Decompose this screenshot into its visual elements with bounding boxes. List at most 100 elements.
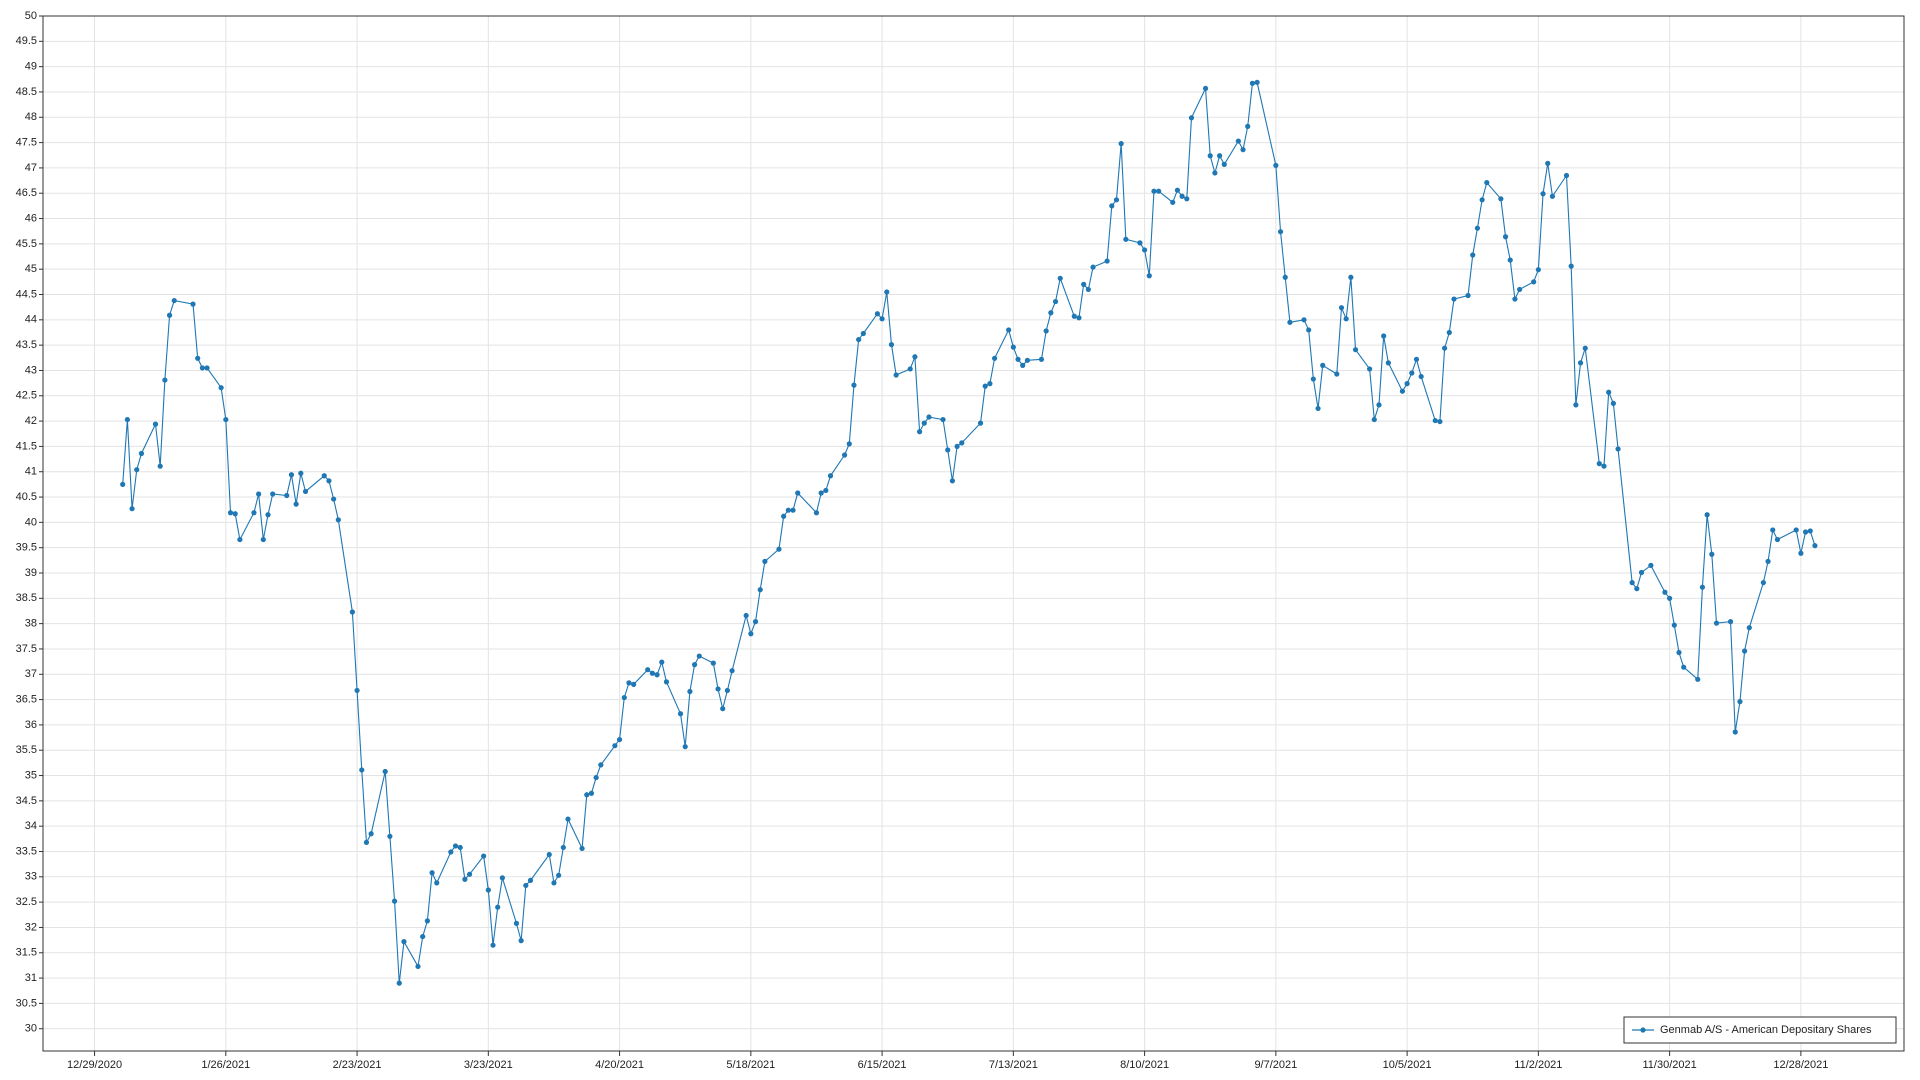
data-point bbox=[1765, 558, 1771, 564]
data-point bbox=[1352, 347, 1359, 353]
data-point bbox=[396, 980, 402, 986]
data-point bbox=[462, 876, 468, 882]
data-point bbox=[1006, 327, 1012, 333]
y-tick-label: 33.5 bbox=[16, 845, 37, 857]
data-point bbox=[1057, 275, 1063, 281]
data-point bbox=[1348, 274, 1354, 280]
data-point bbox=[621, 694, 627, 701]
data-point bbox=[157, 463, 163, 469]
data-point bbox=[124, 416, 130, 423]
data-point bbox=[1245, 123, 1251, 129]
data-point bbox=[527, 877, 534, 883]
data-point bbox=[1732, 729, 1738, 735]
data-point bbox=[781, 513, 787, 519]
data-point bbox=[1774, 536, 1781, 543]
data-point bbox=[1273, 162, 1279, 168]
data-point bbox=[663, 679, 670, 685]
data-point bbox=[926, 414, 932, 420]
data-point bbox=[818, 490, 824, 496]
x-tick-label: 7/13/2021 bbox=[989, 1059, 1038, 1071]
data-point bbox=[1540, 191, 1546, 197]
data-point bbox=[1479, 197, 1485, 203]
data-point bbox=[1568, 263, 1574, 269]
data-point bbox=[546, 851, 552, 858]
data-point bbox=[1020, 362, 1026, 368]
data-point bbox=[888, 342, 895, 348]
x-tick-label: 10/5/2021 bbox=[1383, 1059, 1432, 1071]
y-tick-label: 43.5 bbox=[16, 339, 37, 351]
y-tick-label: 49.5 bbox=[16, 35, 37, 47]
data-point bbox=[556, 872, 562, 878]
data-point bbox=[270, 491, 276, 497]
data-point bbox=[1015, 356, 1021, 362]
data-point bbox=[1713, 620, 1720, 626]
data-point bbox=[743, 612, 749, 619]
data-point bbox=[1634, 586, 1640, 592]
data-point bbox=[1371, 416, 1377, 423]
data-point bbox=[790, 507, 796, 513]
data-point bbox=[1123, 236, 1129, 242]
x-tick-label: 2/23/2021 bbox=[333, 1059, 382, 1071]
data-point bbox=[1507, 257, 1513, 263]
data-point bbox=[260, 536, 266, 543]
y-tick-label: 38.5 bbox=[16, 592, 37, 604]
data-point bbox=[954, 443, 960, 450]
data-point bbox=[120, 481, 126, 487]
data-point bbox=[1671, 622, 1677, 628]
y-tick-label: 34.5 bbox=[16, 795, 37, 807]
y-tick-label: 48 bbox=[25, 111, 37, 123]
data-point bbox=[1760, 580, 1766, 586]
data-point bbox=[584, 792, 590, 798]
data-point bbox=[448, 849, 454, 855]
data-point bbox=[1531, 279, 1537, 285]
data-point bbox=[1807, 528, 1813, 534]
y-tick-label: 50 bbox=[25, 10, 37, 22]
data-point bbox=[218, 385, 224, 391]
data-point bbox=[1695, 676, 1701, 682]
data-point bbox=[349, 609, 355, 615]
data-point bbox=[129, 506, 135, 512]
data-point bbox=[382, 768, 388, 775]
data-point bbox=[1376, 402, 1382, 408]
data-point bbox=[1310, 376, 1316, 382]
data-point bbox=[949, 478, 956, 484]
data-point bbox=[256, 491, 262, 497]
data-point bbox=[1577, 360, 1584, 366]
y-tick-label: 46.5 bbox=[16, 187, 37, 199]
series-line bbox=[122, 81, 1816, 984]
data-point bbox=[518, 938, 524, 944]
data-point bbox=[1662, 589, 1668, 595]
x-tick-label: 9/7/2021 bbox=[1254, 1059, 1297, 1071]
data-point bbox=[1090, 264, 1096, 270]
data-point bbox=[1648, 562, 1654, 569]
data-point bbox=[893, 372, 899, 378]
data-point bbox=[977, 420, 984, 426]
data-point bbox=[879, 316, 885, 322]
data-point bbox=[921, 420, 927, 426]
data-point bbox=[1681, 664, 1687, 670]
legend-marker bbox=[1640, 1027, 1646, 1033]
data-point bbox=[1043, 328, 1049, 334]
data-point bbox=[1038, 356, 1045, 362]
y-tick-label: 33 bbox=[25, 871, 37, 883]
data-point bbox=[659, 659, 665, 665]
data-point bbox=[1582, 345, 1588, 351]
data-point bbox=[1399, 388, 1406, 394]
data-point bbox=[1282, 274, 1288, 280]
x-tick-label: 3/23/2021 bbox=[464, 1059, 513, 1071]
data-point bbox=[1517, 286, 1523, 293]
data-point bbox=[1113, 197, 1120, 203]
data-point bbox=[1338, 305, 1345, 311]
y-tick-label: 45 bbox=[25, 263, 37, 275]
y-tick-label: 34 bbox=[25, 820, 37, 832]
data-point bbox=[1109, 203, 1115, 209]
data-point bbox=[1446, 329, 1452, 336]
data-point bbox=[162, 377, 168, 383]
data-point bbox=[724, 687, 730, 694]
y-tick-label: 41 bbox=[25, 466, 37, 478]
data-point bbox=[1071, 313, 1077, 319]
data-point bbox=[387, 833, 393, 839]
data-point bbox=[762, 558, 768, 564]
data-point bbox=[1601, 463, 1607, 469]
